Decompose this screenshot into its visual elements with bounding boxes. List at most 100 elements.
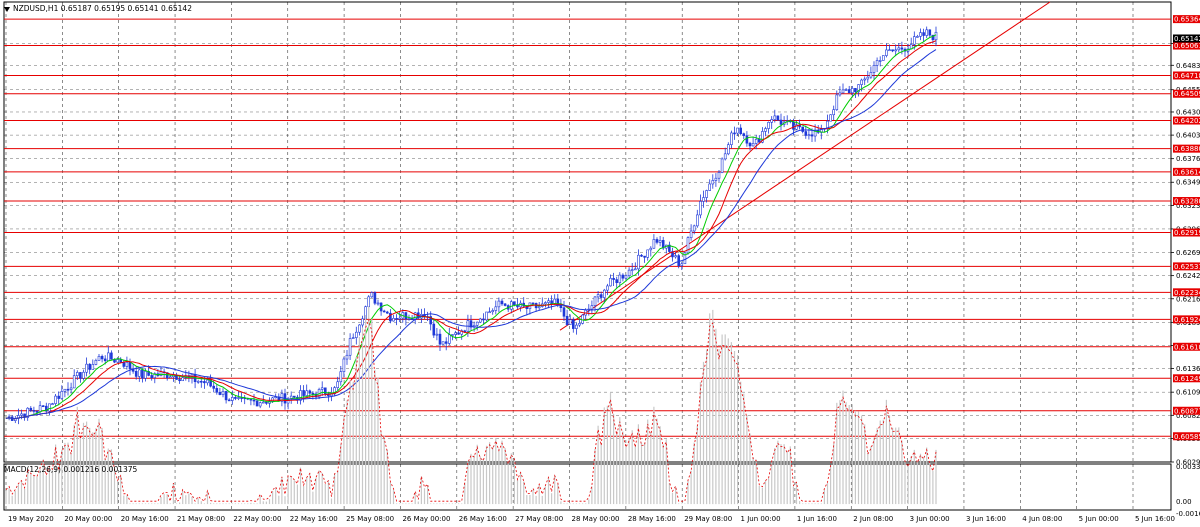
- level-price-label: 0.63614: [1174, 168, 1200, 176]
- candle-body: [912, 36, 916, 45]
- candle-body: [494, 306, 498, 311]
- candle-body: [618, 274, 622, 284]
- candle-body: [689, 230, 693, 238]
- macd-tick-label: 0.003378: [1176, 463, 1200, 471]
- candle-body: [66, 388, 70, 391]
- ohlc-label: 0.65187 0.65195 0.65141 0.65142: [60, 4, 192, 13]
- candle-body: [863, 78, 867, 81]
- time-tick-label: 22 May 00:00: [233, 515, 281, 523]
- level-price-badge: [1173, 374, 1200, 383]
- candle-body: [686, 237, 690, 254]
- candle-body: [57, 395, 61, 399]
- candle-body: [742, 133, 746, 136]
- chart-header: NZDUSD,H1 0.65187 0.65195 0.65141 0.6514…: [4, 4, 192, 13]
- candle-body: [730, 132, 733, 145]
- candle-body: [116, 359, 119, 363]
- dropdown-triangle-icon[interactable]: [4, 6, 10, 12]
- candle-body: [215, 388, 219, 393]
- candle-body: [847, 89, 851, 94]
- time-tick-label: 1 Jun 16:00: [797, 515, 837, 523]
- candle-body: [739, 127, 743, 134]
- candle-body: [928, 29, 932, 36]
- candle-body: [934, 31, 938, 41]
- candle-body: [122, 362, 126, 367]
- level-price-badge: [1173, 406, 1200, 415]
- candle-body: [29, 407, 33, 411]
- candle-body: [72, 375, 76, 389]
- level-price-badge: [1173, 15, 1200, 24]
- candle-body: [692, 225, 696, 232]
- candle-body: [615, 279, 619, 284]
- candle-body: [333, 387, 336, 395]
- candle-body: [720, 158, 724, 173]
- candle-body: [203, 381, 206, 384]
- candle-body: [429, 316, 433, 325]
- level-price-label: 0.64509: [1174, 90, 1200, 98]
- candle-body: [141, 369, 144, 379]
- time-tick-label: 19 May 2020: [8, 515, 54, 523]
- candle-body: [854, 88, 857, 93]
- level-price-badge: [1173, 315, 1200, 324]
- candle-body: [398, 317, 402, 320]
- price-tick-label: 0.60825: [1176, 412, 1200, 420]
- level-price-label: 0.65061: [1174, 42, 1200, 50]
- candle-body: [695, 214, 699, 227]
- candle-body: [726, 144, 730, 155]
- time-tick-label: 22 May 16:00: [290, 515, 338, 523]
- candle-body: [751, 143, 755, 147]
- candle-body: [717, 172, 721, 179]
- time-tick-label: 2 Jun 08:00: [853, 515, 893, 523]
- level-price-badge: [1173, 197, 1200, 206]
- candle-body: [547, 300, 550, 303]
- candle-body: [835, 94, 839, 110]
- candle-body: [878, 60, 882, 62]
- candle-body: [91, 364, 95, 370]
- level-price-badge: [1173, 167, 1200, 176]
- candle-body: [311, 392, 315, 395]
- candle-body: [44, 405, 48, 412]
- time-tick-label: 26 May 16:00: [459, 515, 507, 523]
- candle-body: [404, 312, 408, 320]
- candle-body: [342, 358, 346, 372]
- candle-body: [97, 356, 101, 361]
- candle-body: [652, 239, 656, 249]
- candle-body: [885, 49, 888, 56]
- candle-body: [655, 239, 659, 243]
- time-tick-label: 20 May 16:00: [121, 515, 169, 523]
- candle-body: [38, 405, 42, 413]
- candle-body: [103, 358, 107, 362]
- candle-body: [370, 292, 374, 298]
- candle-body: [376, 302, 380, 305]
- candle-body: [894, 49, 898, 52]
- candle-body: [385, 311, 389, 314]
- candle-body: [767, 121, 770, 129]
- candle-body: [128, 361, 132, 370]
- level-price-badge: [1173, 71, 1200, 80]
- candle-body: [447, 334, 451, 344]
- candle-body: [637, 254, 640, 270]
- candle-body: [32, 410, 36, 412]
- candle-body: [299, 390, 302, 401]
- candle-body: [748, 142, 752, 147]
- candle-body: [367, 296, 371, 307]
- candle-body: [265, 401, 268, 404]
- candle-body: [624, 275, 628, 279]
- candle-body: [261, 401, 265, 404]
- candle-body: [181, 377, 184, 382]
- candle-body: [435, 333, 439, 336]
- candle-body: [779, 119, 783, 125]
- candle-body: [565, 315, 569, 325]
- candle-body: [491, 310, 495, 313]
- level-price-label: 0.62531: [1174, 263, 1200, 271]
- ma-slow-line: [5, 49, 937, 420]
- candle-body: [302, 390, 305, 396]
- time-tick-label: 3 Jun 16:00: [966, 515, 1006, 523]
